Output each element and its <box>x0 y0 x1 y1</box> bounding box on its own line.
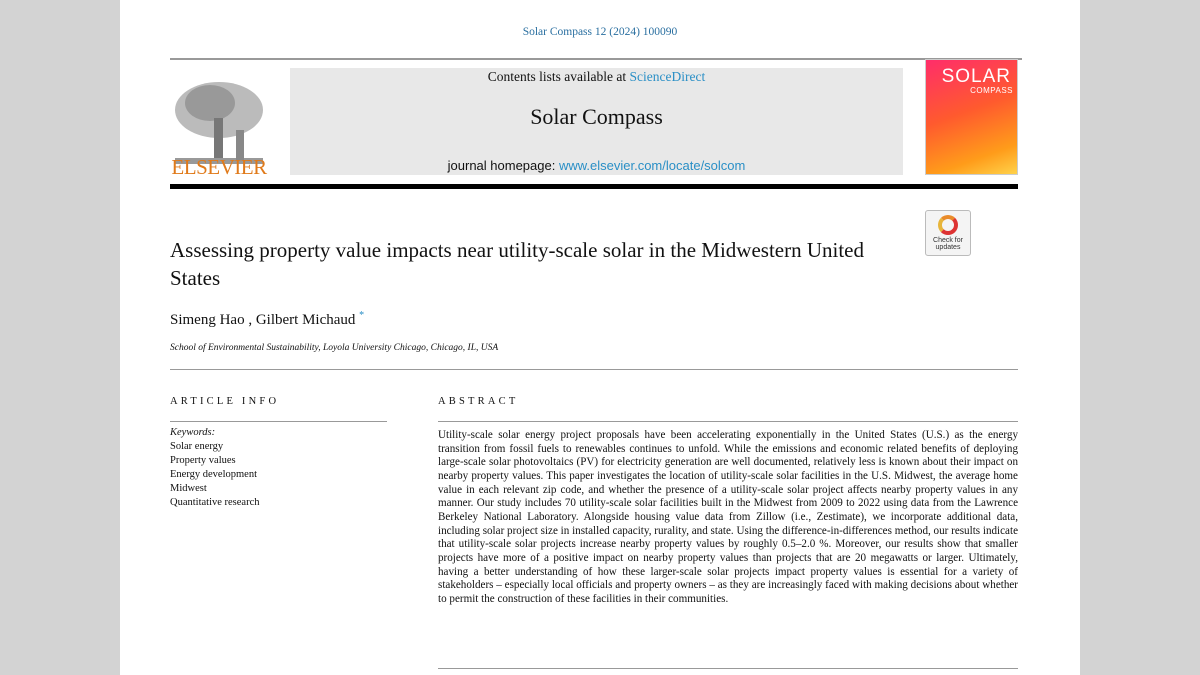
abstract-heading: ABSTRACT <box>438 396 519 407</box>
keywords-list: Keywords: Solar energy Property values E… <box>170 426 260 510</box>
cover-subtitle: COMPASS <box>970 86 1013 95</box>
homepage-label: journal homepage: <box>447 158 559 173</box>
check-updates-label: Check for updates <box>933 237 963 251</box>
citation-link[interactable]: Solar Compass 12 (2024) 100090 <box>522 26 678 38</box>
divider <box>438 668 1018 669</box>
publisher-logo-text: ELSEVIER <box>171 155 267 179</box>
divider <box>438 421 1018 422</box>
elsevier-tree-logo <box>175 82 263 164</box>
contents-label: Contents lists available at <box>487 69 630 84</box>
article-info-heading: ARTICLE INFO <box>170 396 280 407</box>
keyword: Property values <box>170 455 236 466</box>
divider <box>170 369 1018 370</box>
journal-title: Solar Compass <box>530 104 663 129</box>
keywords-label: Keywords: <box>170 427 216 438</box>
journal-cover-image[interactable]: SOLAR COMPASS <box>925 59 1018 175</box>
sciencedirect-link[interactable]: ScienceDirect <box>629 69 706 84</box>
abstract-text: Utility-scale solar energy project propo… <box>438 429 1018 605</box>
keyword: Solar energy <box>170 441 224 452</box>
article-page: Solar Compass 12 (2024) 100090 ELSEVIER … <box>120 0 1080 675</box>
keyword: Quantitative research <box>170 497 260 508</box>
keyword: Energy development <box>170 469 257 480</box>
contents-line: Contents lists available at ScienceDirec… <box>290 69 903 85</box>
divider <box>170 58 1022 60</box>
authors: Simeng Hao , Gilbert Michaud * <box>170 310 364 329</box>
corresponding-author-mark[interactable]: * <box>359 310 365 321</box>
divider <box>170 421 387 422</box>
homepage-line: journal homepage: www.elsevier.com/locat… <box>290 158 903 173</box>
cover-title: SOLAR <box>941 66 1011 87</box>
affiliation: School of Environmental Sustainability, … <box>170 343 499 353</box>
homepage-link[interactable]: www.elsevier.com/locate/solcom <box>558 158 746 173</box>
article-title: Assessing property value impacts near ut… <box>170 238 864 290</box>
keyword: Midwest <box>170 483 207 494</box>
check-updates-icon <box>938 215 958 235</box>
journal-banner: Contents lists available at ScienceDirec… <box>290 68 903 175</box>
header-rule <box>170 184 1018 189</box>
check-for-updates-button[interactable]: Check for updates <box>925 210 971 256</box>
author-names[interactable]: Simeng Hao , Gilbert Michaud <box>170 312 356 328</box>
